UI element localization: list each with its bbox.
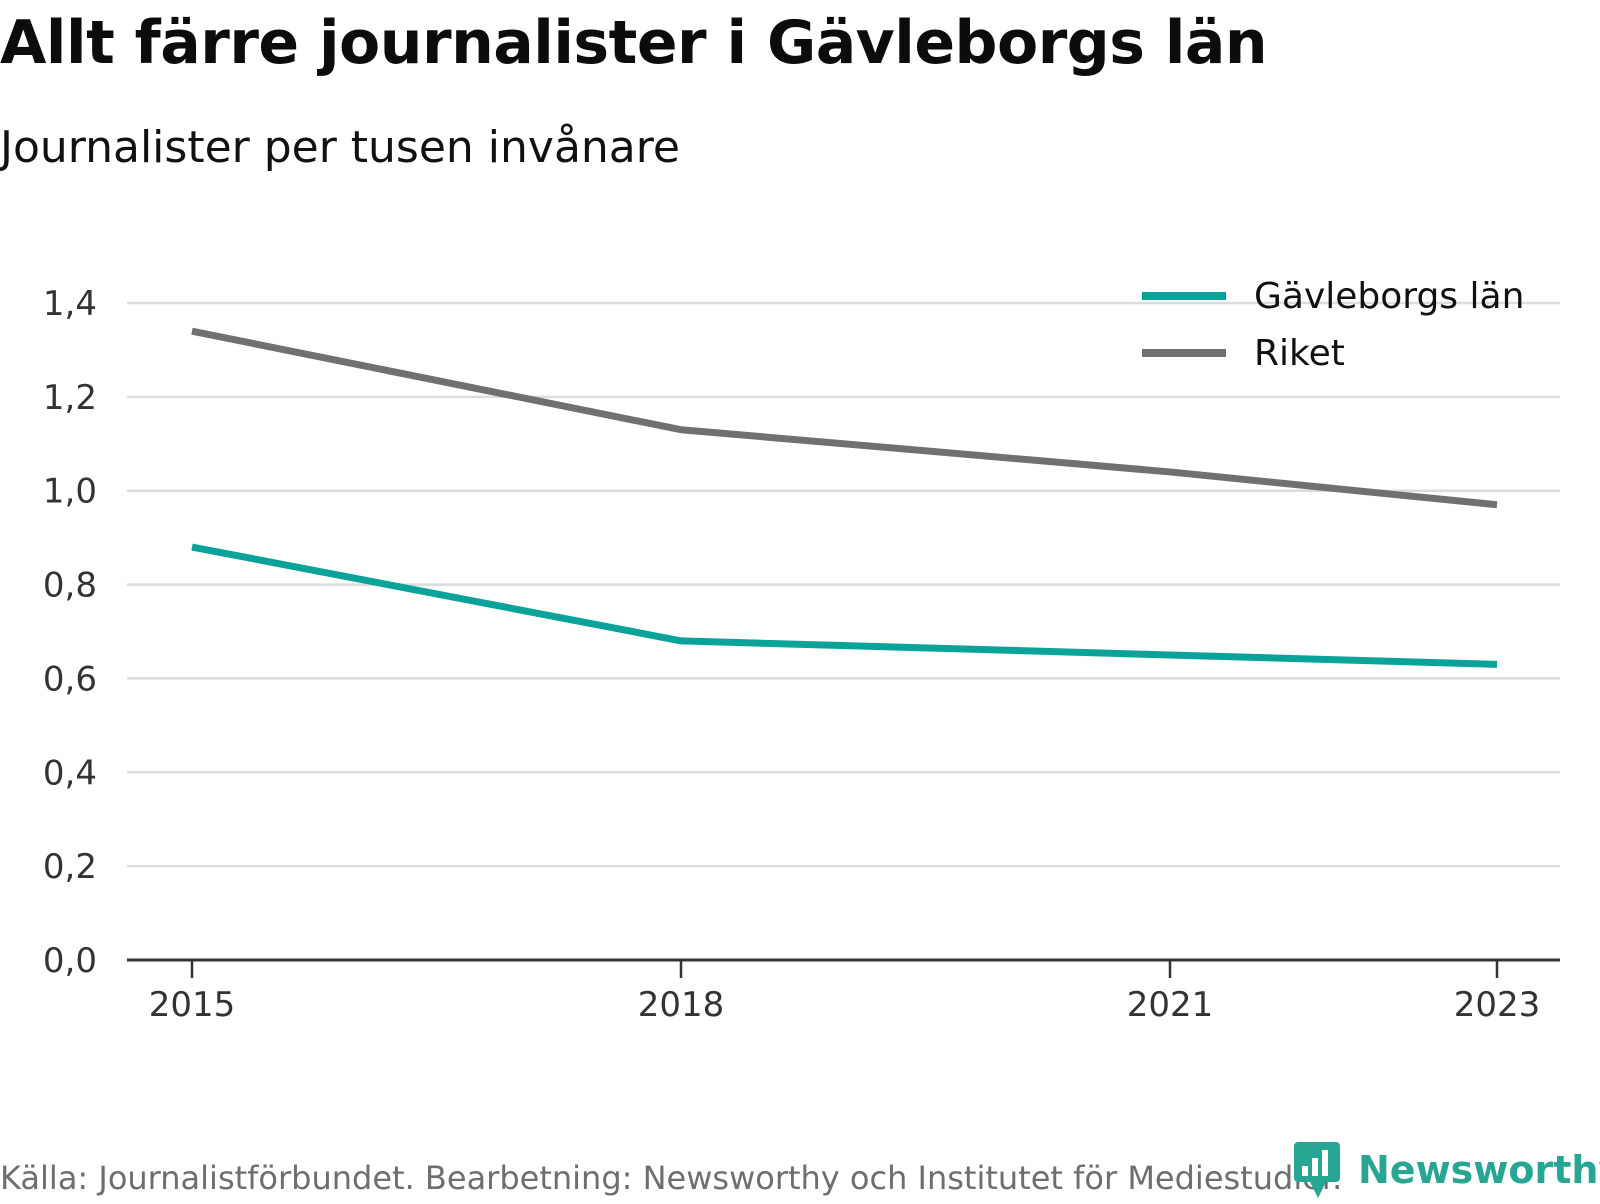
source-note: Källa: Journalistförbundet. Bearbetning:…	[0, 1159, 1343, 1197]
y-tick-label: 1,2	[43, 378, 97, 418]
chart-title: Allt färre journalister i Gävleborgs län	[0, 8, 1268, 78]
series-line-riket	[191, 327, 1498, 509]
x-tick-label: 2015	[149, 985, 236, 1025]
y-tick-label: 0,6	[43, 659, 97, 699]
newsworthy-brand[interactable]: Newsworthy	[1292, 1140, 1600, 1200]
y-tick-label: 1,0	[43, 472, 97, 512]
newsworthy-logo-icon	[1292, 1140, 1344, 1200]
legend-label: Gävleborgs län	[1254, 276, 1524, 317]
brand-name: Newsworthy	[1358, 1148, 1600, 1192]
legend-label: Riket	[1254, 333, 1345, 374]
y-tick-label: 0,0	[43, 941, 97, 981]
y-tick-label: 0,4	[43, 753, 97, 793]
y-tick-label: 0,8	[43, 566, 97, 606]
chart-subtitle: Journalister per tusen invånare	[0, 122, 680, 173]
line-chart: 0,0 0,2 0,4 0,6 0,8 1,0 1,2 1,4 2015 2018 2021 2023…	[43, 276, 1560, 1025]
series-line-gavleborgs-lan	[191, 543, 1498, 668]
x-tick-label: 2021	[1127, 985, 1214, 1025]
y-tick-label: 1,4	[43, 284, 97, 324]
x-tick-label: 2023	[1454, 985, 1541, 1025]
x-tick-label: 2018	[638, 985, 725, 1025]
y-tick-label: 0,2	[43, 847, 97, 887]
